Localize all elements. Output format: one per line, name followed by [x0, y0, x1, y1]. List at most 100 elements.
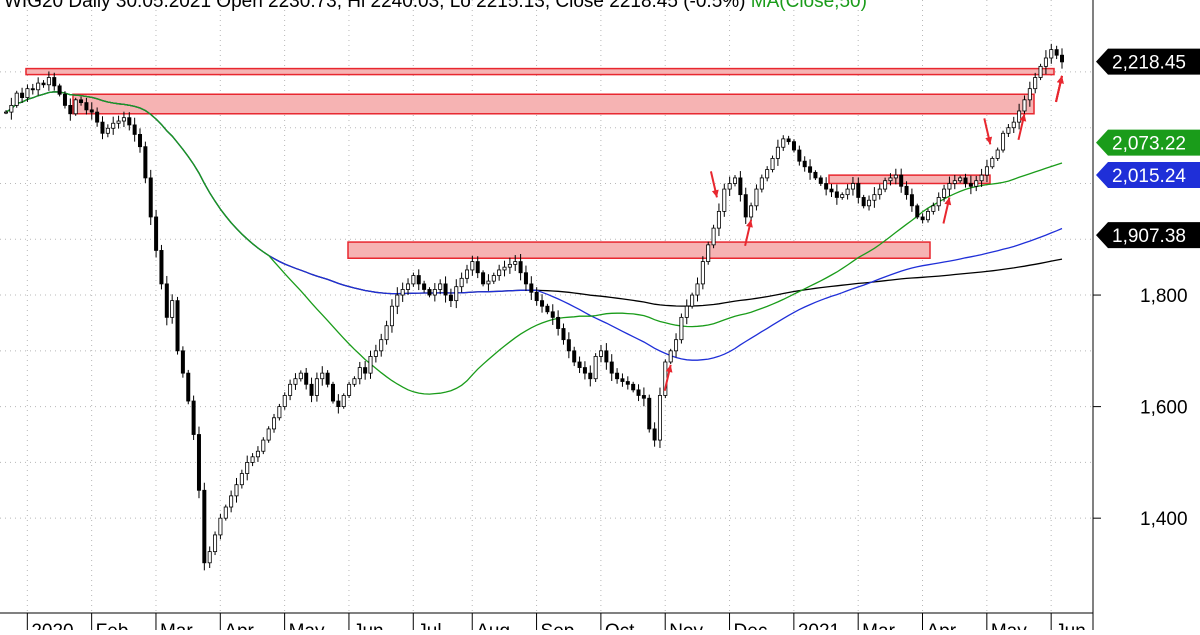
candle-body	[196, 434, 201, 491]
candle-body	[1006, 127, 1011, 134]
candle-body	[507, 263, 512, 268]
x-tick-label: Aug	[476, 621, 510, 630]
candle-body	[770, 157, 775, 170]
candle-body	[218, 517, 223, 536]
candle-body	[604, 350, 609, 363]
candle-body	[79, 99, 84, 104]
candle-body	[824, 183, 829, 190]
candle-body	[486, 280, 491, 285]
last-value-badge-bg	[1096, 48, 1200, 75]
last-value-badge: 2,073.22	[1096, 129, 1200, 156]
candle-body	[561, 328, 566, 341]
candle-body	[1060, 54, 1065, 63]
candle-body	[309, 383, 314, 396]
candle-body	[599, 350, 604, 357]
candle-body	[186, 372, 191, 402]
x-tick-label: Apr	[927, 621, 957, 630]
candle-body	[422, 283, 427, 290]
candle-body	[818, 177, 823, 184]
candle-body	[68, 105, 73, 115]
candle-body	[341, 395, 346, 408]
last-value-badge-text: 2,015.24	[1112, 166, 1186, 187]
candle-body	[320, 372, 325, 380]
candle-body	[30, 88, 35, 91]
signal-arrow-head	[665, 364, 673, 373]
candle-body	[416, 275, 421, 285]
candle-body	[529, 283, 534, 293]
candle-body	[684, 305, 689, 318]
candle-body	[389, 305, 394, 327]
candle-body	[647, 397, 652, 430]
price-axis: 1,400 1,600 1,800	[1093, 286, 1188, 530]
last-value-badge: 2,015.24	[1096, 161, 1200, 188]
candle-body	[781, 138, 786, 148]
candle-body	[46, 77, 51, 86]
candle-body	[625, 381, 630, 385]
candle-body	[700, 261, 705, 285]
candle-body	[652, 428, 657, 441]
candle-body	[904, 185, 909, 196]
candle-body	[711, 227, 716, 246]
candle-body	[95, 111, 100, 123]
candle-body	[920, 216, 925, 221]
candle-body	[577, 361, 582, 368]
candle-body	[834, 191, 839, 198]
candle-body	[432, 289, 437, 296]
zone-layer	[25, 67, 1055, 259]
candlestick-layer	[4, 43, 1065, 571]
candle-body	[395, 294, 400, 307]
signal-arrow-head	[985, 136, 993, 145]
candle-body	[850, 183, 855, 190]
candle-body	[582, 367, 587, 374]
candle-body	[180, 350, 185, 374]
y-tick-label: 1,600	[1140, 398, 1188, 419]
chart-ohlc-text: Daily 30.05.2021 Open 2230.73, Hi 2240.0…	[68, 0, 746, 12]
candle-body	[829, 188, 834, 193]
candle-body	[202, 489, 207, 564]
candle-body	[143, 146, 148, 179]
chart-header: WIG20 Daily 30.05.2021 Open 2230.73, Hi …	[4, 0, 867, 13]
candle-body	[572, 350, 577, 363]
candle-body	[454, 286, 459, 302]
candle-body	[797, 149, 802, 162]
candle-body	[266, 428, 271, 441]
ma50-line	[5, 91, 1063, 395]
candle-body	[550, 311, 555, 318]
candle-body	[808, 166, 813, 173]
candle-body	[255, 450, 260, 458]
candle-body	[234, 484, 239, 497]
candle-body	[743, 194, 748, 218]
y-tick-label: 1,400	[1140, 509, 1188, 530]
candle-body	[132, 124, 137, 135]
candle-body	[25, 88, 30, 98]
candle-body	[491, 275, 496, 282]
candle-body	[883, 180, 888, 190]
candle-body	[1049, 49, 1054, 59]
candle-body	[856, 183, 861, 198]
candle-body	[352, 378, 357, 385]
candle-body	[62, 93, 67, 106]
candle-body	[384, 325, 389, 341]
x-tick-label: 2020	[31, 621, 73, 630]
candle-body	[4, 111, 9, 114]
chart-ma-label: MA(Close,50)	[750, 0, 867, 12]
candle-body	[400, 289, 405, 296]
x-tick-label: May	[289, 621, 325, 630]
candle-body	[100, 121, 105, 134]
candle-body	[116, 120, 121, 124]
candle-body	[802, 160, 807, 168]
last-value-badge-bg	[1096, 129, 1200, 156]
candle-body	[170, 300, 175, 318]
candle-body	[722, 188, 727, 212]
x-tick-label: Mar	[862, 621, 895, 630]
candle-body	[84, 102, 89, 111]
x-tick-label: Jun	[353, 621, 384, 630]
candle-body	[674, 339, 679, 352]
candle-body	[229, 495, 234, 508]
candle-body	[727, 183, 732, 190]
candle-body	[443, 283, 448, 296]
signal-arrow-head	[746, 219, 753, 228]
candle-body	[1022, 99, 1027, 112]
last-value-badge: 2,218.45	[1096, 48, 1200, 75]
